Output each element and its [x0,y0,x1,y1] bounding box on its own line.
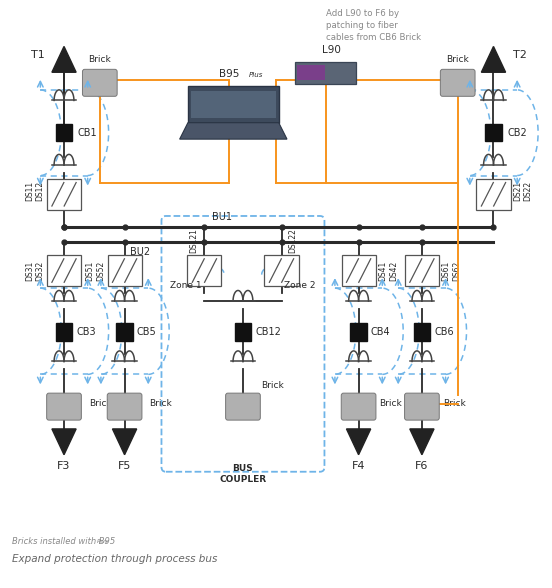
Text: BU1: BU1 [212,212,232,222]
Bar [413,323,430,341]
Bar [476,179,511,209]
Text: CB5: CB5 [137,327,156,337]
Polygon shape [347,429,371,455]
Text: T1: T1 [31,49,45,59]
Text: DS31
DS32: DS31 DS32 [25,260,44,280]
Text: DS122: DS122 [288,228,297,253]
Text: CB3: CB3 [76,327,95,337]
Text: Expand protection through process bus: Expand protection through process bus [12,554,217,564]
Text: F6: F6 [415,461,428,471]
Text: Brick: Brick [89,399,112,408]
Text: CB4: CB4 [371,327,390,337]
Text: Brick: Brick [447,55,469,64]
Text: CB1: CB1 [78,128,97,138]
Bar [108,255,142,286]
Polygon shape [113,429,137,455]
Bar [56,323,72,341]
FancyBboxPatch shape [226,393,261,420]
Polygon shape [52,46,76,72]
Text: F3: F3 [57,461,71,471]
Bar [47,179,81,209]
Text: DS51
DS52: DS51 DS52 [86,260,105,280]
Text: F4: F4 [352,461,365,471]
Bar [295,62,356,84]
Text: Plus: Plus [249,72,263,78]
Bar [298,65,325,81]
Text: Zone 2: Zone 2 [284,282,316,290]
FancyBboxPatch shape [405,393,439,420]
FancyBboxPatch shape [341,393,376,420]
Text: Zone 1: Zone 1 [170,282,201,290]
FancyBboxPatch shape [82,69,117,96]
Bar [188,86,279,123]
FancyBboxPatch shape [47,393,81,420]
Polygon shape [410,429,434,455]
Bar [190,91,276,118]
Text: DS61
DS62: DS61 DS62 [442,260,461,280]
Text: Plus: Plus [97,539,109,544]
Text: Add L90 to F6 by
patching to fiber
cables from CB6 Brick: Add L90 to F6 by patching to fiber cable… [326,9,421,42]
Text: DS121: DS121 [189,228,198,253]
Text: BU2: BU2 [130,247,150,257]
Bar [351,323,367,341]
Bar [187,255,221,286]
Bar [116,323,133,341]
Bar [342,255,376,286]
FancyBboxPatch shape [440,69,475,96]
Text: BUS
COUPLER: BUS COUPLER [219,464,267,483]
Text: CB2: CB2 [507,128,527,138]
Text: Brick: Brick [380,399,402,408]
Text: F5: F5 [118,461,131,471]
Polygon shape [52,429,76,455]
Bar [235,323,251,341]
Text: B95: B95 [219,69,240,79]
Text: CB6: CB6 [434,327,454,337]
Text: DS11
DS12: DS11 DS12 [25,181,44,202]
Text: Brick: Brick [443,399,465,408]
Text: DS41
DS42: DS41 DS42 [379,260,398,280]
Text: Brick: Brick [261,381,284,390]
Text: T2: T2 [513,49,527,59]
Bar [47,255,81,286]
Bar [56,124,72,142]
Text: Brick: Brick [150,399,172,408]
Text: L90: L90 [322,45,341,55]
Bar [485,124,502,142]
FancyBboxPatch shape [107,393,142,420]
Text: Brick: Brick [88,55,111,64]
Bar [264,255,299,286]
Bar [405,255,439,286]
Polygon shape [179,123,287,139]
Polygon shape [481,46,506,72]
Text: CB12: CB12 [255,327,281,337]
Text: DS21
DS22: DS21 DS22 [513,181,533,202]
Text: Bricks installed with B95: Bricks installed with B95 [12,537,115,546]
